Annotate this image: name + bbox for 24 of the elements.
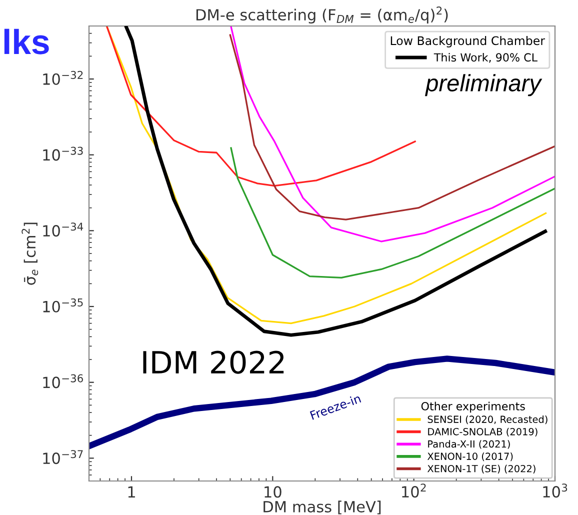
annotation: preliminary bbox=[424, 74, 542, 96]
text: Low Background Chamber bbox=[390, 36, 545, 48]
x-tick-label: 10$^{2}$ bbox=[402, 484, 426, 498]
legend-label: XENON-1T (SE) (2022) bbox=[427, 464, 536, 474]
y-tick-label: 10$^{−36}$ bbox=[43, 374, 83, 388]
y-axis-title: σ̄$_{e}$ [cm$^{2}$] bbox=[22, 222, 38, 285]
annotation: IDM 2022 bbox=[143, 350, 284, 374]
y-tick-label: 10$^{−32}$ bbox=[43, 70, 83, 85]
legend-label: SENSEI (2020, Recasted) bbox=[428, 415, 548, 424]
y-tick-label: 10$^{−35}$ bbox=[43, 298, 83, 312]
legend-label: XENON-10 (2017) bbox=[427, 452, 513, 462]
y-tick-label: 10$^{−34}$ bbox=[43, 222, 84, 237]
legend-label: DAMIC-SNOLAB (2019) bbox=[428, 428, 538, 436]
legend-label: Panda-X-II (2021) bbox=[428, 440, 510, 449]
legend-label: This Work, 90% CL bbox=[434, 52, 538, 63]
x-axis-title: DM mass [MeV] bbox=[264, 500, 381, 514]
y-tick-label: 10$^{−33}$ bbox=[43, 146, 83, 161]
x-tick-label: 10$^{3}$ bbox=[543, 484, 568, 498]
chart-title: DM-e scattering (F$_{DM}$ = (αm$_{e}$/q)$^{2}$) bbox=[196, 6, 448, 24]
y-tick-label: 10$^{−37}$ bbox=[43, 450, 83, 464]
text: lks bbox=[4, 28, 49, 54]
text: Other experiments bbox=[421, 402, 525, 413]
x-tick-label: 1 bbox=[128, 486, 135, 498]
x-tick-label: 10 bbox=[264, 486, 282, 498]
